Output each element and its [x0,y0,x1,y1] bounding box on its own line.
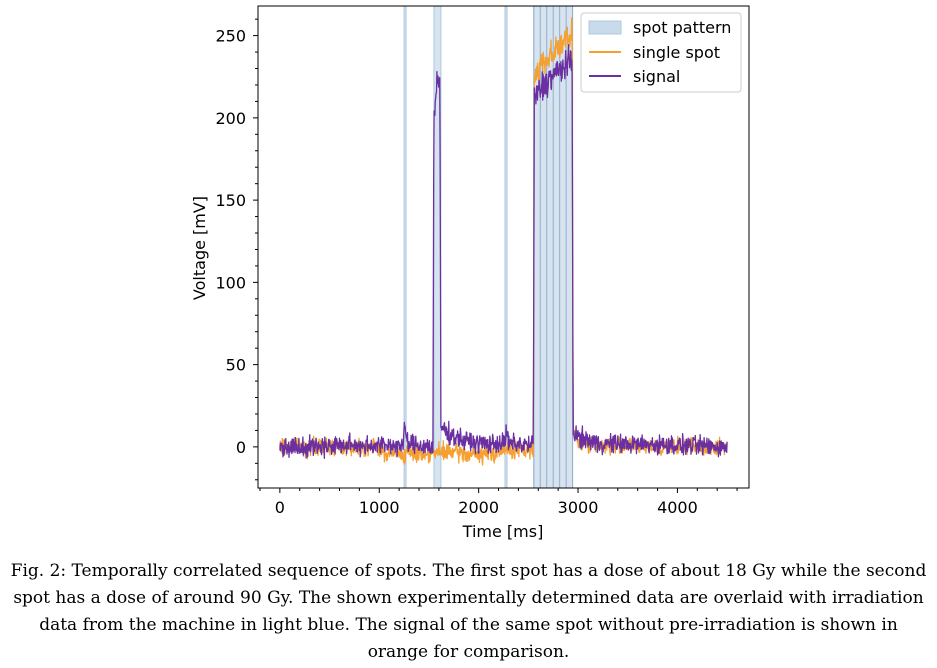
figure-caption: Fig. 2: Temporally correlated sequence o… [10,561,927,662]
x-tick-label: 4000 [657,498,698,517]
legend-label-signal: signal [633,67,680,86]
series-line-signal [279,43,728,460]
x-tick-label: 0 [275,498,285,517]
y-tick-label: 0 [236,438,246,457]
x-tick-label: 1000 [359,498,400,517]
legend: spot pattern single spot signal [580,12,742,93]
legend-label-spot-pattern: spot pattern [633,18,731,37]
series-layer [279,17,728,466]
y-tick-label: 100 [215,273,246,292]
y-tick-label: 250 [215,27,246,46]
y-tick-label: 150 [215,191,246,210]
x-axis: 0 1000 2000 3000 4000 [259,488,738,517]
legend-swatch-spot-pattern [588,20,622,35]
chart: 0 1000 2000 3000 4000 0 50 100 150 200 250 Time [… [190,5,750,541]
plot-frame [257,5,750,489]
x-tick-label: 3000 [558,498,599,517]
legend-label-single-spot: single spot [633,43,720,62]
x-tick-label: 2000 [458,498,499,517]
x-axis-label: Time [ms] [462,522,544,541]
y-axis-label: Voltage [mV] [190,196,209,300]
y-tick-label: 200 [215,109,246,128]
spot-pattern-bands [403,6,574,488]
spot-pattern-band [403,6,407,488]
y-axis: 0 50 100 150 200 250 [215,18,258,481]
spot-pattern-band [504,6,508,488]
y-tick-label: 50 [226,356,246,375]
